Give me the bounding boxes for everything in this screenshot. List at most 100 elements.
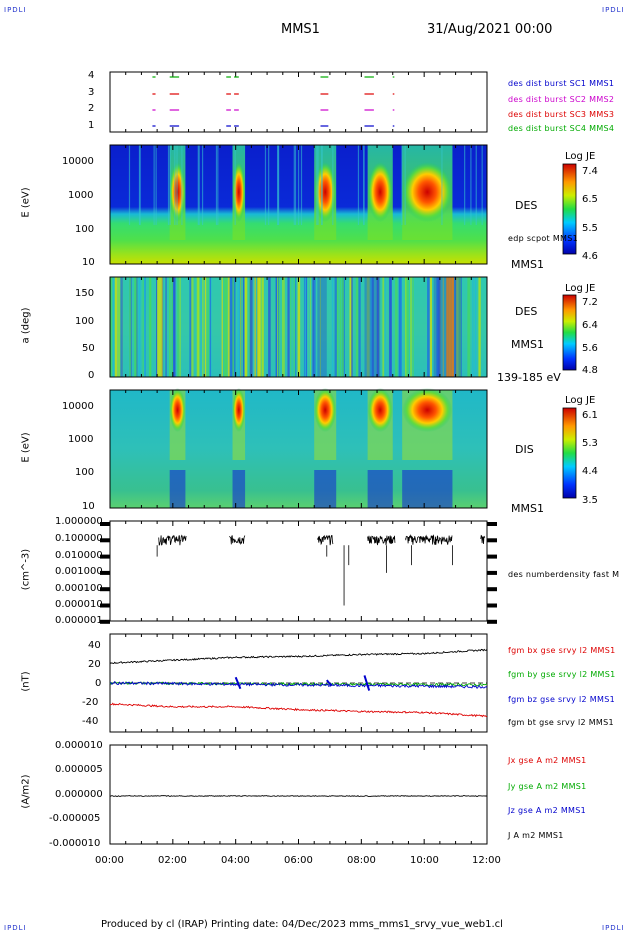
- des-streak: [441, 145, 443, 225]
- pitch-stripe: [233, 277, 236, 377]
- density-left-tick: [100, 587, 110, 592]
- pitch-stripe: [395, 277, 398, 377]
- time-tick-1200: 12:00: [472, 855, 501, 866]
- legend-j: J A m2 MMS1: [508, 831, 564, 840]
- pitch-stripe: [277, 277, 279, 377]
- density-right-tick: [487, 538, 497, 543]
- time-tick-0200: 02:00: [158, 855, 187, 866]
- tick-pitch-50: 50: [82, 343, 95, 354]
- tick-density-7: 0.000001: [55, 615, 103, 626]
- legend-burst-sc2: des dist burst SC2 MMS2: [508, 95, 615, 104]
- des-energetic-blob: [232, 162, 246, 222]
- pitch-stripe: [305, 277, 307, 377]
- des-streak: [268, 145, 270, 225]
- tick-dis-energy-100: 100: [75, 467, 95, 478]
- tick-current-5: -0.000010: [49, 838, 101, 849]
- colorbar-dis-energy: [562, 407, 577, 499]
- spectrogram-dis-energy: [109, 388, 488, 509]
- time-tick-1000: 10:00: [410, 855, 439, 866]
- pitch-stripe: [478, 277, 481, 377]
- colorbar-tick-des-pitch-1: 7.2: [582, 297, 598, 308]
- dis-low-band: [169, 470, 186, 508]
- bz-excursion: [363, 675, 371, 691]
- spacecraft-label-des-energy: MMS1: [511, 258, 544, 271]
- tick-current-2: 0.000005: [55, 764, 103, 775]
- ylabel-field: (nT): [20, 671, 32, 692]
- pitch-band: [364, 277, 381, 377]
- pitch-stripe: [437, 277, 441, 377]
- pitch-stripe: [210, 277, 212, 377]
- colorbar-tick-des-pitch-3: 5.6: [582, 343, 598, 354]
- des-streak: [215, 145, 218, 225]
- density-trace: [480, 534, 486, 545]
- tick-field-minus40: -40: [82, 716, 99, 727]
- spacecraft-label-des-pitch: MMS1: [511, 338, 544, 351]
- pitch-stripe: [312, 277, 315, 377]
- pitch-stripe: [335, 277, 339, 377]
- density-right-tick: [487, 554, 497, 559]
- des-streak: [357, 145, 360, 225]
- tick-des-energy-10000: 10000: [62, 156, 94, 167]
- tick-field-40: 40: [88, 640, 101, 651]
- pitch-stripe: [309, 277, 311, 377]
- pitch-stripe: [129, 277, 131, 377]
- corner-label-bottom-right: IPDLI: [602, 924, 625, 932]
- pitch-stripe: [142, 277, 144, 377]
- pitch-stripe: [200, 277, 203, 377]
- dis-low-band: [367, 470, 393, 508]
- time-tick-0600: 06:00: [284, 855, 313, 866]
- density-right-tick: [487, 522, 497, 526]
- des-streak: [464, 145, 466, 225]
- legend-burst-sc4: des dist burst SC4 MMS4: [508, 124, 615, 133]
- des-streak: [317, 145, 319, 225]
- tick-field-0: 0: [95, 678, 102, 689]
- bz-excursion: [326, 679, 333, 687]
- density-right-tick: [487, 619, 497, 624]
- panel-frame-current: [109, 744, 488, 845]
- pitch-stripe: [371, 277, 374, 377]
- pitch-stripe: [120, 277, 123, 377]
- tick-burst-2: 2: [88, 103, 95, 114]
- pitch-stripe: [223, 277, 227, 377]
- des-streak: [475, 145, 477, 225]
- pitch-stripe: [179, 277, 181, 377]
- pitch-stripe: [290, 277, 292, 377]
- tick-field-minus20: -20: [82, 697, 99, 708]
- tick-burst-1: 1: [88, 120, 95, 131]
- legend-bx: fgm bx gse srvy l2 MMS1: [508, 646, 616, 655]
- colorbar-tick-des-energy-2: 6.5: [582, 194, 598, 205]
- legend-bz: fgm bz gse srvy l2 MMS1: [508, 695, 615, 704]
- des-streak: [234, 145, 236, 225]
- colorbar-tick-dis-energy-4: 3.5: [582, 495, 598, 506]
- current-line: [109, 795, 488, 797]
- density-right-tick: [487, 587, 497, 592]
- time-tick-0000: 00:00: [95, 855, 124, 866]
- legend-jy: Jy gse A m2 MMS1: [508, 782, 587, 791]
- pitch-stripe: [355, 277, 359, 377]
- des-streak: [138, 145, 141, 225]
- plot-title-mission: MMS1: [281, 22, 320, 37]
- instrument-label-des-energy: DES: [515, 199, 538, 212]
- spacecraft-label-dis-energy: MMS1: [511, 502, 544, 515]
- dis-energetic-blob: [367, 388, 393, 432]
- time-tick-0800: 08:00: [347, 855, 376, 866]
- tick-density-4: 0.001000: [55, 566, 103, 577]
- tick-field-20: 20: [88, 659, 101, 670]
- bt-line: [109, 648, 488, 664]
- ylabel-density: (cm^-3): [20, 548, 32, 591]
- density-left-tick: [100, 554, 110, 559]
- pitch-stripe: [240, 277, 242, 377]
- des-streak: [153, 145, 155, 225]
- pitch-stripe: [209, 277, 212, 377]
- tick-density-6: 0.000010: [55, 599, 103, 610]
- legend-burst-sc1: des dist burst SC1 MMS1: [508, 79, 615, 88]
- des-streak: [155, 145, 157, 225]
- colorbar-title-dis-energy: Log JE: [565, 395, 596, 406]
- pitch-stripe: [232, 277, 234, 377]
- tick-density-1: 1.000000: [55, 516, 103, 527]
- pitch-stripe: [157, 277, 160, 377]
- pitch-stripe: [165, 277, 167, 377]
- pitch-stripe: [398, 277, 402, 377]
- ylabel-des-pitch: a (deg): [20, 307, 32, 344]
- colorbar-tick-des-energy-4: 4.6: [582, 251, 598, 262]
